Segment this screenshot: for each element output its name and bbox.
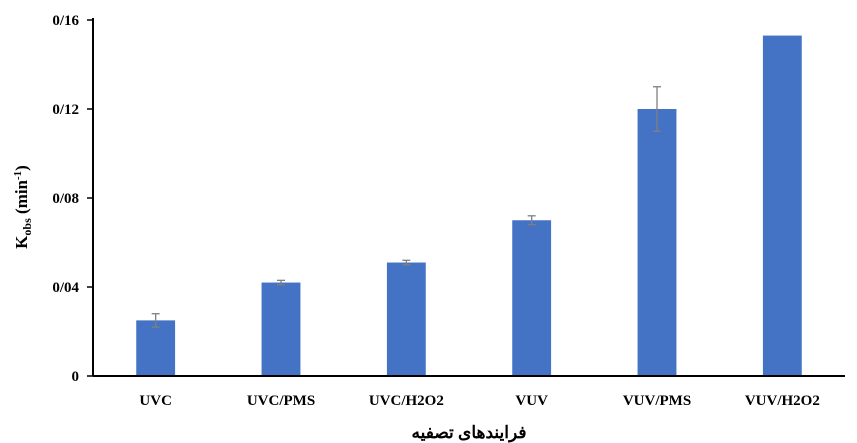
y-axis-title-unit-close: ) <box>12 165 31 171</box>
bars <box>136 35 802 376</box>
error-bars <box>151 86 661 328</box>
bar-uvc-pms <box>261 282 301 376</box>
y-axis-title-main: K <box>12 235 31 249</box>
y-tick-label: 0/16 <box>52 13 79 29</box>
x-tick-label: VUV/PMS <box>623 393 691 409</box>
x-tick-label: VUV/H2O2 <box>745 393 820 409</box>
y-tick-label: 0/08 <box>52 191 79 207</box>
bar-vuv <box>512 220 552 376</box>
y-axis-title-sub: obs <box>20 218 34 236</box>
x-tick-label: UVC/PMS <box>247 393 315 409</box>
y-tick-label: 0/12 <box>52 102 79 118</box>
x-tick-label: VUV <box>515 393 548 409</box>
y-axis-title-unit-open: (min <box>12 179 31 218</box>
x-axis-title: فرایندهای تصفیه <box>411 423 526 443</box>
x-axis-ticks: UVC UVC/PMS UVC/H2O2 VUV VUV/PMS VUV/H2O2 <box>139 393 819 409</box>
y-axis-ticks: 0 0/04 0/08 0/12 0/16 <box>52 13 93 385</box>
y-axis-title: Kobs (min-1) <box>12 165 34 249</box>
x-tick-label: UVC/H2O2 <box>369 393 444 409</box>
y-axis-title-unit-sup: -1 <box>12 171 24 180</box>
bar-uvc <box>136 320 176 376</box>
y-tick-label: 0/04 <box>52 280 79 296</box>
x-tick-label: UVC <box>139 393 172 409</box>
y-tick-label: 0 <box>72 369 80 385</box>
bar-uvc-h2o2 <box>386 262 426 376</box>
bar-vuv-pms <box>637 109 677 376</box>
bar-vuv-h2o2 <box>762 35 802 376</box>
